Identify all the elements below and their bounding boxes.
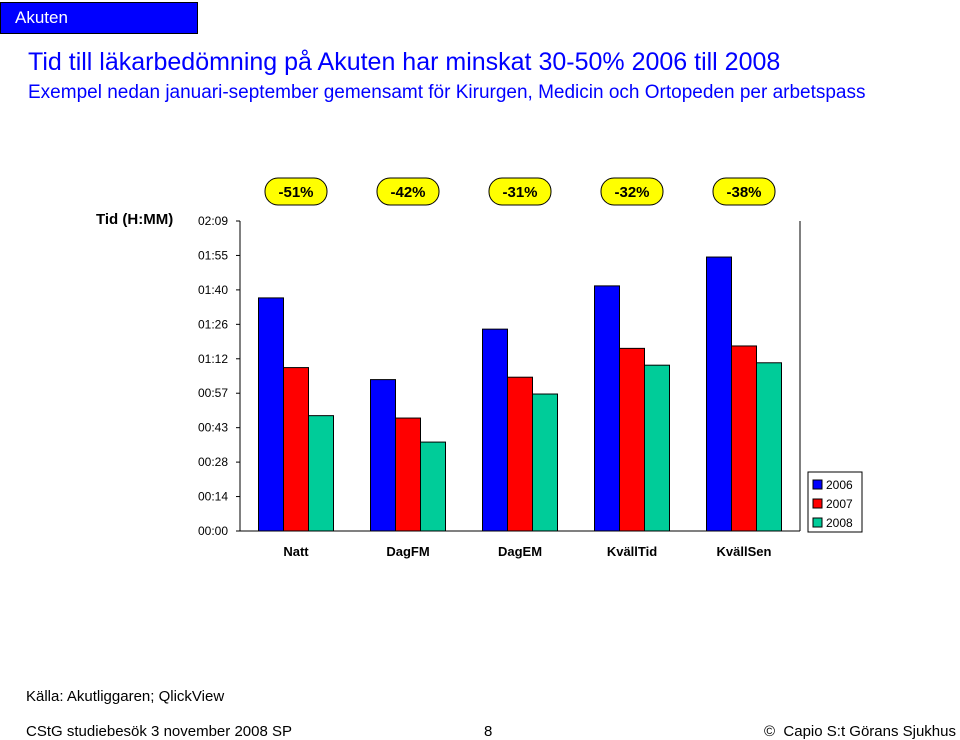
legend-label: 2008 [826, 516, 853, 530]
change-badge [264, 177, 328, 206]
change-label: -51% [278, 184, 313, 201]
source-note: Källa: Akutliggaren; QlickView [26, 688, 225, 705]
page-subtitle: Exempel nedan januari-september gemensam… [28, 82, 866, 103]
change-badge [600, 177, 664, 206]
y-tick-label: 01:55 [198, 248, 228, 262]
x-category-label: KvällSen [717, 544, 772, 559]
bar-2006-kvälltid [594, 285, 620, 532]
x-category-label: KvällTid [607, 544, 657, 559]
bar-2007-dagem [507, 376, 533, 532]
bar-2008-kvälltid [644, 364, 670, 532]
change-label: -32% [614, 184, 649, 201]
x-category-label: DagFM [386, 544, 429, 559]
y-axis-title: Tid (H:MM) [96, 211, 174, 228]
y-tick-label: 02:09 [198, 214, 228, 228]
bar-2007-dagfm [395, 417, 421, 532]
bar-2006-kvällsen [706, 256, 732, 532]
change-badge [712, 177, 776, 206]
change-badge [376, 177, 440, 206]
legend-label: 2007 [826, 497, 853, 511]
bar-2008-kvällsen [756, 362, 782, 532]
copyright-icon: © [764, 723, 776, 740]
y-tick-label: 00:00 [198, 524, 228, 538]
bar-2006-natt [258, 297, 284, 532]
change-label: -31% [502, 184, 537, 201]
y-tick-label: 00:28 [198, 455, 228, 469]
x-category-label: Natt [283, 544, 309, 559]
bar-2008-dagfm [420, 441, 446, 532]
change-label: -38% [726, 184, 761, 201]
bar-2008-natt [308, 415, 334, 532]
change-label: -42% [390, 184, 425, 201]
page-title: Tid till läkarbedömning på Akuten har mi… [28, 48, 781, 76]
footer-organization: Capio S:t Görans Sjukhus [783, 723, 956, 740]
bar-2007-kvällsen [731, 345, 757, 532]
y-tick-label: 01:40 [198, 283, 228, 297]
tab-akuten[interactable]: Akuten [0, 2, 198, 34]
y-tick-label: 01:26 [198, 317, 228, 331]
bar-2008-dagem [532, 393, 558, 532]
bar-2007-natt [283, 367, 309, 532]
bar-2006-dagfm [370, 379, 396, 532]
y-tick-label: 01:12 [198, 352, 228, 366]
page-number: 8 [484, 723, 493, 740]
y-tick-label: 00:14 [198, 490, 228, 504]
y-tick-label: 00:57 [198, 386, 228, 400]
x-category-label: DagEM [498, 544, 542, 559]
bar-2007-kvälltid [619, 347, 645, 532]
footer-copyright: © Capio S:t Görans Sjukhus [764, 723, 956, 740]
legend-swatch-2006 [812, 479, 823, 490]
change-badge [488, 177, 552, 206]
bar-2006-dagem [482, 328, 508, 532]
y-tick-label: 00:43 [198, 421, 228, 435]
legend-swatch-2007 [812, 498, 823, 509]
footer-presentation: CStG studiebesök 3 november 2008 SP [26, 723, 292, 740]
legend-label: 2006 [826, 478, 853, 492]
legend-swatch-2008 [812, 517, 823, 528]
